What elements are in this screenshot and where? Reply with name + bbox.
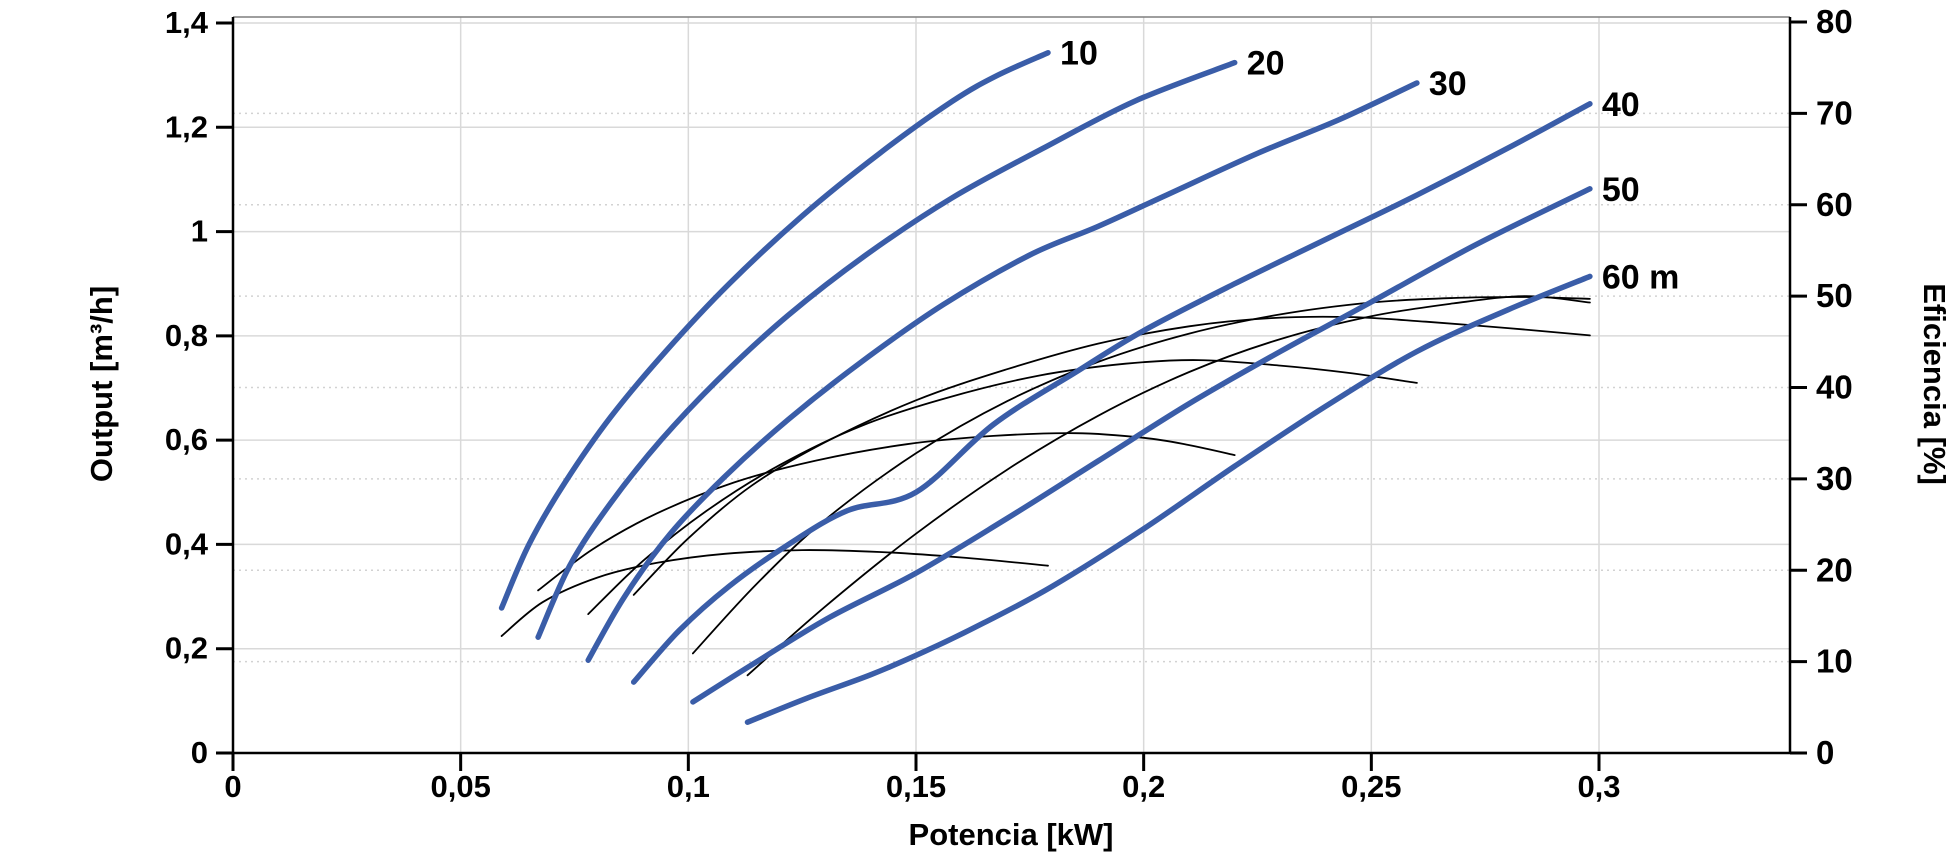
head-curve-50m: [690, 186, 1593, 705]
y-left-tick-label: 1: [191, 214, 208, 249]
x-tick-label: 0,05: [430, 769, 490, 804]
efficiency-curve-40m: [632, 315, 1591, 596]
head-curve-20m: [535, 59, 1238, 640]
efficiency-curve-20m: [537, 432, 1236, 592]
y-left-tick-label: 0,8: [165, 318, 208, 353]
head-curve-10m: [498, 49, 1051, 611]
head-curve-label: 20: [1247, 45, 1285, 83]
y-right-tick-label: 20: [1816, 551, 1853, 588]
efficiency-curve-30m: [587, 359, 1418, 615]
x-tick-label: 0,15: [886, 769, 946, 804]
head-curve-label: 30: [1429, 65, 1467, 103]
y-right-tick-label: 80: [1816, 3, 1853, 40]
y-right-tick-label: 30: [1816, 460, 1853, 497]
y-axis-title-left: Output [m³/h]: [84, 286, 119, 482]
y-left-tick-label: 0,4: [165, 526, 209, 561]
x-tick-label: 0,25: [1341, 769, 1401, 804]
head-curve-30m: [585, 80, 1420, 663]
head-curve-label: 10: [1060, 35, 1098, 73]
x-tick-label: 0: [224, 769, 241, 804]
efficiency-curve-10m: [500, 549, 1049, 637]
y-right-tick-label: 40: [1816, 369, 1853, 406]
y-right-tick-label: 50: [1816, 277, 1853, 314]
x-axis-title: Potencia [kW]: [909, 817, 1114, 852]
head-curve-60m: [744, 273, 1593, 725]
y-right-tick-label: 0: [1816, 734, 1834, 771]
x-tick-label: 0,3: [1577, 769, 1620, 804]
efficiency-curve-60m: [746, 295, 1591, 677]
head-curve-label: 50: [1602, 171, 1640, 209]
y-right-tick-label: 70: [1816, 94, 1853, 131]
y-left-tick-label: 1,4: [165, 5, 209, 40]
x-tick-label: 0,1: [667, 769, 710, 804]
x-tick-label: 0,2: [1122, 769, 1165, 804]
y-left-tick-label: 1,2: [165, 109, 208, 144]
head-curve-label: 60 m: [1602, 258, 1680, 296]
head-curve-label: 40: [1602, 86, 1640, 124]
y-right-tick-label: 10: [1816, 643, 1853, 680]
y-axis-title-right: Eficiencia [%]: [1917, 283, 1946, 485]
head-curve-40m: [630, 101, 1593, 685]
y-right-tick-label: 60: [1816, 186, 1853, 223]
efficiency-curve-50m: [692, 296, 1591, 655]
y-left-tick-label: 0,2: [165, 631, 208, 666]
y-left-tick-label: 0: [191, 735, 208, 770]
y-left-tick-label: 0,6: [165, 422, 208, 457]
